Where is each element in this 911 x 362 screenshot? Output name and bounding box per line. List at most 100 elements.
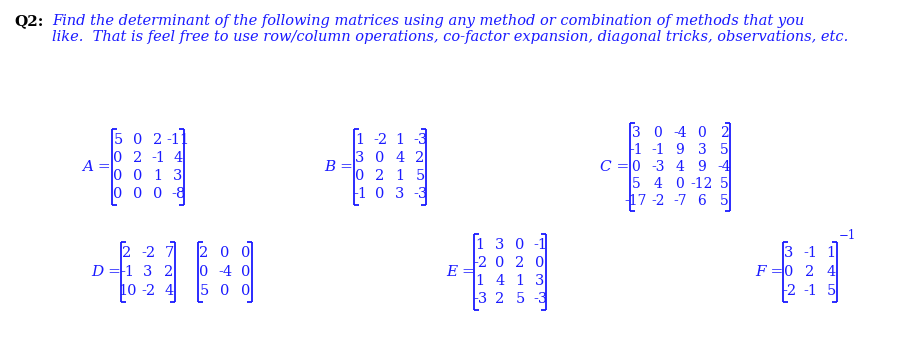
Text: 2: 2 [496, 292, 505, 306]
Text: -2: -2 [373, 133, 387, 147]
Text: 7: 7 [164, 246, 174, 260]
Text: B =: B = [324, 160, 353, 174]
Text: 3: 3 [631, 126, 640, 140]
Text: 4: 4 [173, 151, 182, 165]
Text: -17: -17 [625, 194, 647, 208]
Text: 2: 2 [133, 151, 143, 165]
Text: Find the determinant of the following matrices using any method or combination o: Find the determinant of the following ma… [52, 14, 804, 28]
Text: -2: -2 [141, 246, 155, 260]
Text: 4: 4 [826, 265, 835, 279]
Text: -2: -2 [782, 284, 796, 298]
Text: 0: 0 [784, 265, 793, 279]
Text: -7: -7 [673, 194, 687, 208]
Text: 1: 1 [395, 169, 404, 183]
Text: -2: -2 [473, 256, 487, 270]
Text: -11: -11 [167, 133, 189, 147]
Text: 0: 0 [220, 284, 230, 298]
Text: C =: C = [600, 160, 630, 174]
Text: 0: 0 [676, 177, 684, 191]
Text: 4: 4 [653, 177, 662, 191]
Text: 0: 0 [133, 133, 143, 147]
Text: 3: 3 [536, 274, 545, 288]
Text: 5: 5 [516, 292, 525, 306]
Text: 0: 0 [496, 256, 505, 270]
Text: −1: −1 [839, 229, 856, 242]
Text: 3: 3 [698, 143, 706, 157]
Text: -4: -4 [218, 265, 232, 279]
Text: 3: 3 [355, 151, 364, 165]
Text: 5: 5 [113, 133, 123, 147]
Text: -1: -1 [120, 265, 134, 279]
Text: 0: 0 [200, 265, 209, 279]
Text: 2: 2 [153, 133, 163, 147]
Text: 2: 2 [516, 256, 525, 270]
Text: 0: 0 [355, 169, 364, 183]
Text: 2: 2 [415, 151, 425, 165]
Text: 2: 2 [805, 265, 814, 279]
Text: 2: 2 [164, 265, 174, 279]
Text: 5: 5 [200, 284, 209, 298]
Text: 4: 4 [395, 151, 404, 165]
Text: 3: 3 [496, 238, 505, 252]
Text: 9: 9 [676, 143, 684, 157]
Text: 2: 2 [200, 246, 209, 260]
Text: -12: -12 [691, 177, 713, 191]
Text: 0: 0 [241, 284, 251, 298]
Text: -2: -2 [141, 284, 155, 298]
Text: 0: 0 [631, 160, 640, 174]
Text: 0: 0 [113, 187, 123, 201]
Text: 1: 1 [355, 133, 364, 147]
Text: like.  That is feel free to use row/column operations, co-factor expansion, diag: like. That is feel free to use row/colum… [52, 30, 848, 44]
Text: 2: 2 [375, 169, 384, 183]
Text: 10: 10 [118, 284, 137, 298]
Text: -1: -1 [630, 143, 643, 157]
Text: -2: -2 [651, 194, 665, 208]
Text: 3: 3 [395, 187, 404, 201]
Text: A =: A = [82, 160, 110, 174]
Text: 0: 0 [375, 187, 384, 201]
Text: -1: -1 [151, 151, 165, 165]
Text: D =: D = [91, 265, 121, 279]
Text: -3: -3 [413, 187, 427, 201]
Text: 4: 4 [676, 160, 684, 174]
Text: 1: 1 [826, 246, 835, 260]
Text: 0: 0 [516, 238, 525, 252]
Text: -3: -3 [651, 160, 665, 174]
Text: 0: 0 [113, 151, 123, 165]
Text: -4: -4 [673, 126, 687, 140]
Text: E =: E = [446, 265, 475, 279]
Text: Q2:: Q2: [14, 14, 44, 28]
Text: 5: 5 [631, 177, 640, 191]
Text: 0: 0 [698, 126, 706, 140]
Text: 5: 5 [826, 284, 835, 298]
Text: -1: -1 [803, 284, 817, 298]
Text: 1: 1 [153, 169, 162, 183]
Text: 4: 4 [164, 284, 174, 298]
Text: 6: 6 [698, 194, 706, 208]
Text: 0: 0 [113, 169, 123, 183]
Text: 0: 0 [653, 126, 662, 140]
Text: 5: 5 [720, 143, 729, 157]
Text: 0: 0 [375, 151, 384, 165]
Text: -8: -8 [171, 187, 185, 201]
Text: 0: 0 [133, 187, 143, 201]
Text: -1: -1 [353, 187, 367, 201]
Text: 5: 5 [415, 169, 425, 183]
Text: -4: -4 [717, 160, 731, 174]
Text: -3: -3 [413, 133, 427, 147]
Text: 0: 0 [153, 187, 163, 201]
Text: 3: 3 [173, 169, 183, 183]
Text: 9: 9 [698, 160, 706, 174]
Text: 5: 5 [720, 177, 729, 191]
Text: -3: -3 [533, 292, 548, 306]
Text: 3: 3 [784, 246, 793, 260]
Text: -3: -3 [473, 292, 487, 306]
Text: -1: -1 [803, 246, 817, 260]
Text: 3: 3 [143, 265, 153, 279]
Text: 5: 5 [720, 194, 729, 208]
Text: -1: -1 [533, 238, 547, 252]
Text: 0: 0 [133, 169, 143, 183]
Text: 1: 1 [395, 133, 404, 147]
Text: 0: 0 [241, 246, 251, 260]
Text: 2: 2 [720, 126, 729, 140]
